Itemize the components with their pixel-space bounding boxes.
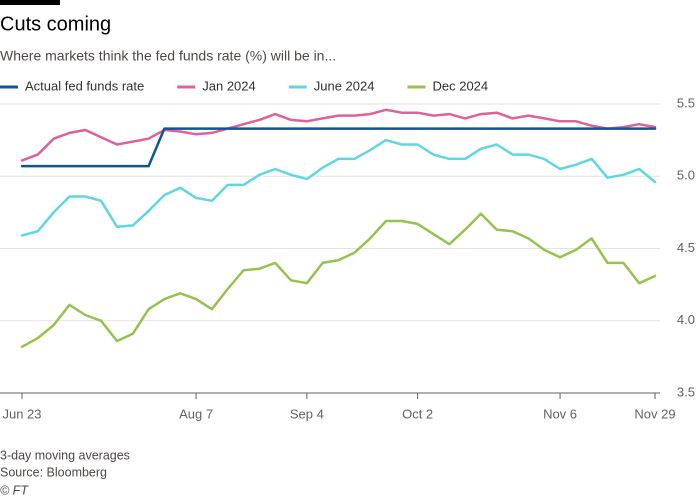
y-tick-label: 3.5 — [677, 384, 695, 399]
x-tick-label: Nov 6 — [543, 406, 577, 421]
y-tick-label: 4.0 — [677, 312, 695, 327]
legend-label: Jan 2024 — [202, 78, 256, 93]
brand-bar — [0, 0, 60, 5]
x-tick-label: Aug 7 — [179, 406, 213, 421]
series-line — [20, 138, 657, 237]
x-tick-label: Sep 4 — [290, 406, 324, 421]
legend-label: Actual fed funds rate — [25, 78, 144, 93]
series-line — [20, 108, 657, 162]
x-tick-label: Nov 29 — [634, 406, 675, 421]
legend-label: June 2024 — [314, 78, 375, 93]
source: Source: Bloomberg — [0, 465, 107, 479]
x-tick-label: Oct 2 — [402, 406, 433, 421]
series-line — [20, 212, 657, 349]
series-line — [20, 127, 657, 168]
note: 3-day moving averages — [0, 448, 130, 462]
y-tick-label: 5.5 — [677, 95, 695, 110]
chart-subtitle: Where markets think the fed funds rate (… — [0, 48, 336, 64]
legend-label: Dec 2024 — [432, 78, 488, 93]
chart-title: Cuts coming — [0, 13, 111, 35]
credit: © FT — [0, 483, 29, 497]
y-tick-label: 5.0 — [677, 168, 695, 183]
y-tick-label: 4.5 — [677, 240, 695, 255]
x-tick-label: Jun 23 — [2, 406, 41, 421]
